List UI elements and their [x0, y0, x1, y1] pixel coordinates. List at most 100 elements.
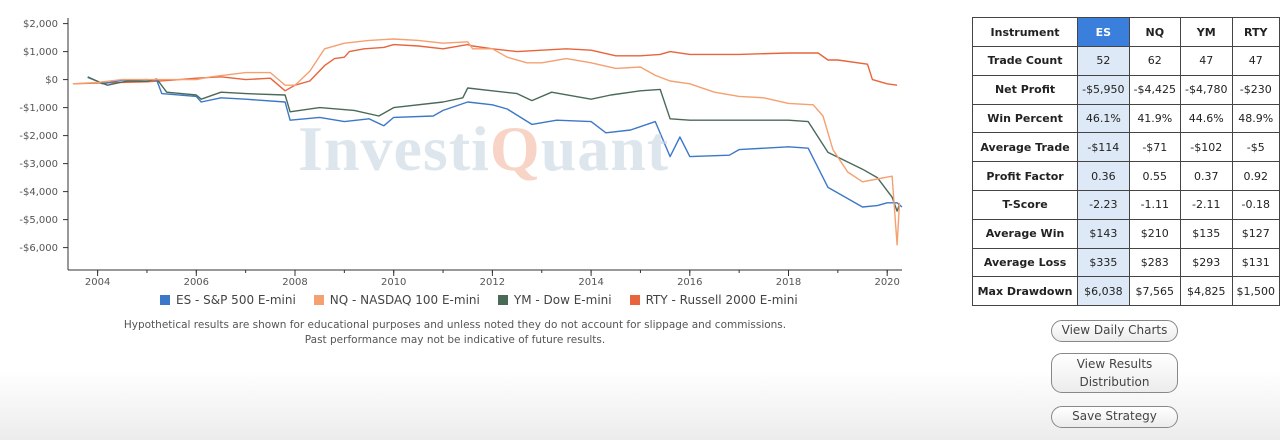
cell-nq: 62: [1128, 46, 1182, 76]
cell-nq: -$71: [1128, 132, 1182, 163]
cell-rty: 0.92: [1231, 161, 1280, 191]
table-row: Net Profit -$5,950 -$4,425 -$4,780 -$230: [971, 74, 1280, 105]
cell-es: 46.1%: [1077, 103, 1130, 134]
x-tick-label: 2020: [874, 277, 899, 288]
row-label: Average Trade: [971, 132, 1079, 163]
cell-es: -$114: [1077, 132, 1130, 163]
cell-rty: -$230: [1231, 74, 1280, 105]
cell-rty: $131: [1231, 247, 1280, 278]
table-row: Average Loss $335 $283 $293 $131: [971, 247, 1280, 278]
legend-swatch-nq: [313, 295, 324, 305]
y-tick-label: -$2,000: [19, 131, 58, 142]
table-row: Win Percent 46.1% 41.9% 44.6% 48.9%: [971, 103, 1280, 134]
cell-ym: 0.37: [1180, 161, 1233, 191]
table-row: Profit Factor 0.36 0.55 0.37 0.92: [971, 161, 1280, 191]
x-tick-label: 2006: [184, 277, 209, 288]
series-line-ym: [87, 76, 901, 212]
legend-item-nq[interactable]: NQ - NASDAQ 100 E-mini: [313, 293, 480, 307]
legend-swatch-rty: [629, 295, 640, 305]
cell-rty: $127: [1231, 218, 1280, 249]
cell-ym: 47: [1180, 46, 1233, 76]
investiquant-watermark-logo: InvestiQuant: [298, 113, 670, 184]
table-header-row: Instrument ES NQ YM RTY: [971, 17, 1280, 47]
cell-nq: 41.9%: [1128, 103, 1182, 134]
disclaimer-text: Hypothetical results are shown for educa…: [60, 318, 850, 348]
cell-nq: $283: [1128, 247, 1182, 278]
cell-ym: $4,825: [1180, 276, 1233, 307]
legend-label-ym: YM - Dow E-mini: [513, 293, 612, 307]
cell-es: -$5,950: [1077, 74, 1130, 105]
x-tick-label: 2016: [677, 277, 702, 288]
header-ym[interactable]: YM: [1180, 17, 1233, 47]
y-tick-label: $2,000: [23, 19, 58, 30]
row-label: Average Win: [971, 218, 1079, 249]
legend-swatch-ym: [497, 295, 508, 305]
y-tick-label: $1,000: [23, 47, 58, 58]
cell-es: $335: [1077, 247, 1130, 278]
x-tick-label: 2004: [85, 277, 110, 288]
instrument-stats-table: Instrument ES NQ YM RTY Trade Count 52 6…: [971, 17, 1280, 307]
legend-label-es: ES - S&P 500 E-mini: [176, 293, 296, 307]
cell-rty: 47: [1231, 46, 1280, 76]
cell-ym: -$4,780: [1180, 74, 1233, 105]
y-tick-label: -$3,000: [19, 159, 58, 170]
cell-es: 0.36: [1077, 161, 1130, 191]
series-line-es: [87, 76, 903, 208]
header-nq[interactable]: NQ: [1128, 17, 1182, 47]
x-tick-label: 2012: [480, 277, 505, 288]
cell-rty: $1,500: [1231, 276, 1280, 307]
cell-ym: 44.6%: [1180, 103, 1233, 134]
save-strategy-button[interactable]: Save Strategy: [1051, 406, 1178, 428]
legend-label-rty: RTY - Russell 2000 E-mini: [645, 293, 798, 307]
x-tick-label: 2018: [776, 277, 801, 288]
cell-rty: 48.9%: [1231, 103, 1280, 134]
chart-legend: ES - S&P 500 E-mini NQ - NASDAQ 100 E-mi…: [160, 293, 798, 307]
cell-nq: $7,565: [1128, 276, 1182, 307]
x-tick-label: 2010: [381, 277, 406, 288]
row-label: Profit Factor: [971, 161, 1079, 191]
legend-label-nq: NQ - NASDAQ 100 E-mini: [329, 293, 480, 307]
table-row: Trade Count 52 62 47 47: [971, 46, 1280, 76]
cell-ym: -2.11: [1180, 189, 1233, 220]
legend-item-rty[interactable]: RTY - Russell 2000 E-mini: [629, 293, 798, 307]
disclaimer-line-2: Past performance may not be indicative o…: [304, 334, 606, 346]
row-label: T-Score: [971, 189, 1079, 220]
disclaimer-line-1: Hypothetical results are shown for educa…: [123, 319, 787, 331]
cell-rty: -$5: [1231, 132, 1280, 163]
row-label: Average Loss: [971, 247, 1079, 278]
x-tick-label: 2014: [578, 277, 603, 288]
cell-es: $143: [1077, 218, 1130, 249]
table-row: Max Drawdown $6,038 $7,565 $4,825 $1,500: [971, 276, 1280, 307]
view-daily-charts-button[interactable]: View Daily Charts: [1051, 320, 1178, 342]
y-tick-label: -$1,000: [19, 103, 58, 114]
header-rty[interactable]: RTY: [1231, 17, 1280, 47]
view-results-distribution-button[interactable]: View Results Distribution: [1051, 353, 1178, 393]
row-label: Trade Count: [971, 46, 1079, 76]
y-tick-label: -$6,000: [19, 243, 58, 254]
x-tick-label: 2008: [282, 277, 307, 288]
row-label: Win Percent: [971, 103, 1079, 134]
cell-rty: -0.18: [1231, 189, 1280, 220]
cell-nq: $210: [1128, 218, 1182, 249]
legend-item-ym[interactable]: YM - Dow E-mini: [497, 293, 612, 307]
legend-swatch-es: [160, 295, 170, 305]
header-instrument: Instrument: [971, 17, 1079, 47]
cell-es: $6,038: [1077, 276, 1130, 307]
legend-item-es[interactable]: ES - S&P 500 E-mini: [160, 293, 296, 307]
cell-es: -2.23: [1077, 189, 1130, 220]
cell-ym: -$102: [1180, 132, 1233, 163]
cell-nq: -1.11: [1128, 189, 1182, 220]
header-es[interactable]: ES: [1077, 17, 1130, 47]
table-row: Average Win $143 $210 $135 $127: [971, 218, 1280, 249]
cell-nq: 0.55: [1128, 161, 1182, 191]
table-row: Average Trade -$114 -$71 -$102 -$5: [971, 132, 1280, 163]
table-row: T-Score -2.23 -1.11 -2.11 -0.18: [971, 189, 1280, 220]
cell-nq: -$4,425: [1128, 74, 1182, 105]
cell-ym: $293: [1180, 247, 1233, 278]
series-line-rty: [72, 43, 898, 92]
y-tick-label: $0: [45, 75, 58, 86]
y-tick-label: -$5,000: [19, 215, 58, 226]
y-tick-label: -$4,000: [19, 187, 58, 198]
row-label: Net Profit: [971, 74, 1079, 105]
row-label: Max Drawdown: [971, 276, 1079, 307]
